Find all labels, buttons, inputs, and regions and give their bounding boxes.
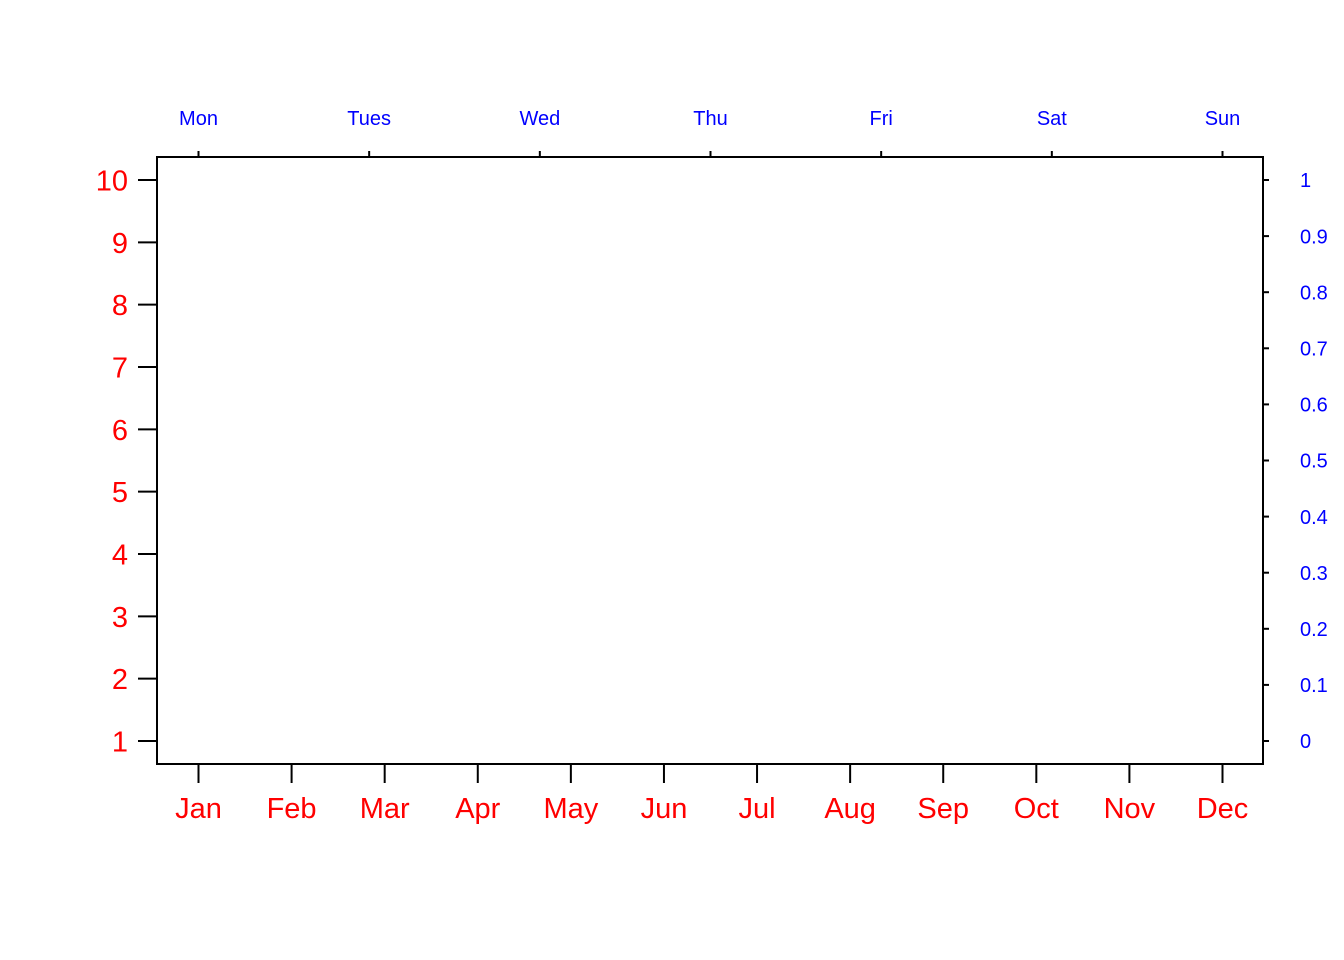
left-axis-tick-label: 2 (112, 664, 128, 696)
top-axis-tick-label: Wed (519, 108, 560, 130)
bottom-axis-tick-label: Dec (1197, 793, 1249, 825)
right-axis-tick-label: 0.3 (1300, 563, 1328, 585)
top-axis-tick-label: Tues (347, 108, 391, 130)
right-axis-tick-label: 0 (1300, 731, 1311, 753)
right-axis-tick-label: 0.6 (1300, 395, 1328, 417)
bottom-axis-tick-label: Sep (917, 793, 969, 825)
bottom-axis-tick-label: May (543, 793, 598, 825)
bottom-axis: Jan Feb Mar Apr May Jun Jul Aug Sep Oct Nov Dec (175, 764, 1248, 825)
bottom-axis-tick-label: Jul (739, 793, 776, 825)
left-axis-tick-label: 3 (112, 602, 128, 634)
bottom-axis-tick-label: Oct (1014, 793, 1059, 825)
top-axis-tick-label: Fri (870, 108, 893, 130)
top-axis-tick-label: Sun (1205, 108, 1241, 130)
left-axis-tick-label: 1 (112, 726, 128, 758)
bottom-axis-tick-label: Jan (175, 793, 222, 825)
top-axis-tick-label: Thu (693, 108, 727, 130)
left-axis-tick-label: 10 (96, 165, 128, 197)
left-axis-tick-label: 6 (112, 415, 128, 447)
right-axis-tick-label: 0.4 (1300, 507, 1328, 529)
right-axis-tick-label: 0.9 (1300, 226, 1328, 248)
plot-frame (156, 156, 1264, 765)
top-axis-tick-label: Mon (179, 108, 218, 130)
right-axis-tick-label: 1 (1300, 170, 1311, 192)
left-axis-tick-label: 7 (112, 352, 128, 384)
right-axis-tick-label: 0.7 (1300, 339, 1328, 361)
left-axis-tick-label: 4 (112, 539, 128, 571)
right-axis-tick-label: 0.2 (1300, 619, 1328, 641)
right-axis-tick-label: 0.5 (1300, 451, 1328, 473)
top-axis-tick-label: Sat (1037, 108, 1067, 130)
right-axis-tick-label: 0.1 (1300, 675, 1328, 697)
left-axis-tick-label: 9 (112, 228, 128, 260)
bottom-axis-tick-label: Feb (267, 793, 317, 825)
left-axis: 1 2 3 4 5 6 7 8 9 10 (96, 165, 157, 758)
bottom-axis-tick-label: Nov (1104, 793, 1156, 825)
bottom-axis-tick-label: Aug (824, 793, 876, 825)
left-axis-tick-label: 5 (112, 477, 128, 509)
bottom-axis-tick-label: Mar (360, 793, 410, 825)
left-axis-tick-label: 8 (112, 290, 128, 322)
bottom-axis-tick-label: Apr (455, 793, 500, 825)
right-axis-tick-label: 0.8 (1300, 282, 1328, 304)
top-axis: Mon Tues Wed Thu Fri Sat Sun (179, 108, 1240, 157)
right-axis: 0 0.1 0.2 0.3 0.4 0.5 0.6 0.7 0.8 0.9 1 (1263, 170, 1328, 753)
bottom-axis-tick-label: Jun (641, 793, 688, 825)
